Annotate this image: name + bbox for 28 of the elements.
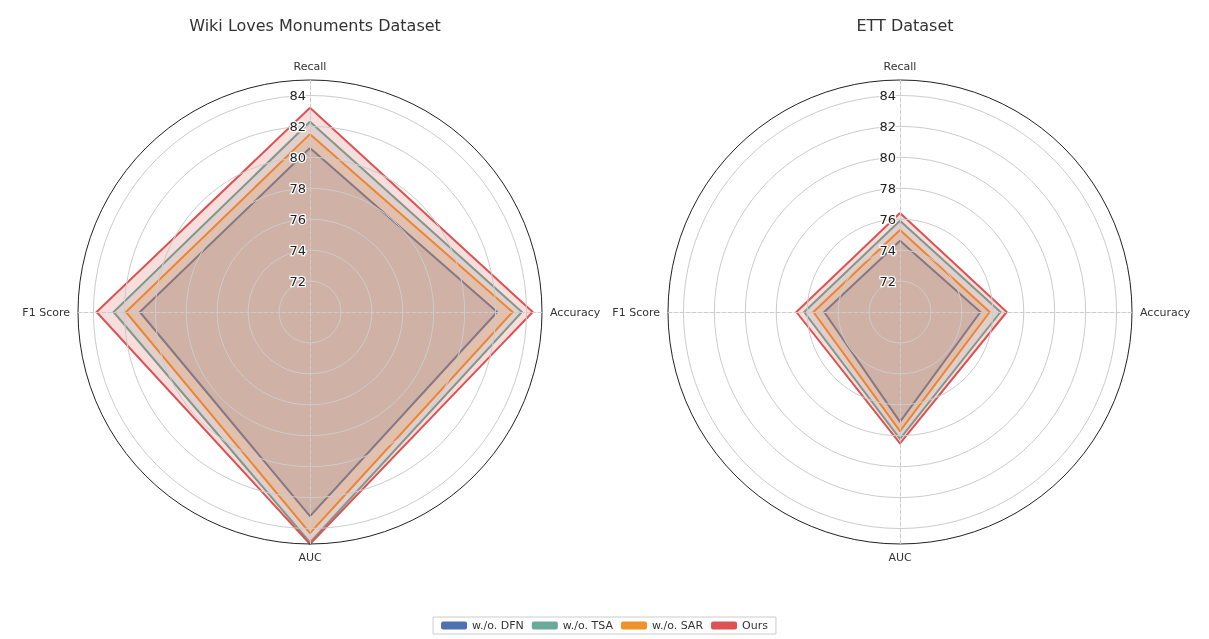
y-tick-label: 76: [879, 211, 896, 227]
y-tick-label: 78: [289, 180, 306, 196]
y-tick-label: 80: [879, 149, 896, 165]
legend-label: w./o. SAR: [651, 619, 704, 632]
y-tick-label: 72: [289, 273, 306, 289]
spoke-label: AUC: [888, 551, 912, 564]
spoke-label: Accuracy: [550, 305, 601, 319]
y-tick-label: 74: [289, 242, 306, 258]
spoke-label: AUC: [298, 551, 322, 564]
y-tick-label: 78: [879, 180, 896, 196]
spoke-label: F1 Score: [22, 305, 71, 319]
y-tick-label: 84: [879, 87, 896, 103]
y-tick-label: 80: [289, 149, 306, 165]
y-tick-label: 72: [879, 273, 896, 289]
y-tick-label: 76: [289, 211, 306, 227]
chart-title: Wiki Loves Monuments Dataset: [189, 15, 441, 35]
legend-label: w./o. DFN: [472, 619, 524, 632]
y-tick-label: 82: [879, 118, 896, 134]
y-tick-label: 74: [879, 242, 896, 258]
spoke-label: Recall: [293, 60, 327, 73]
y-tick-label: 84: [289, 87, 306, 103]
y-tick-label: 82: [289, 118, 306, 134]
legend-label: Ours: [742, 619, 769, 632]
spoke-label: Accuracy: [1140, 305, 1191, 319]
spoke-label: F1 Score: [612, 305, 661, 319]
chart-title: ETT Dataset: [856, 15, 954, 35]
spoke-label: Recall: [883, 60, 917, 73]
legend-label: w./o. TSA: [562, 619, 614, 632]
